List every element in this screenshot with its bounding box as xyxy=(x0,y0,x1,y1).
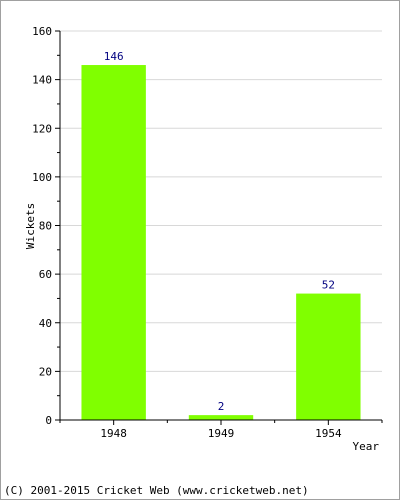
data-label: 2 xyxy=(218,400,225,413)
y-tick-label: 120 xyxy=(32,122,52,135)
data-label: 146 xyxy=(104,50,124,63)
bar-1954 xyxy=(296,293,361,420)
x-tick-label: 1949 xyxy=(208,427,235,440)
copyright-footer: (C) 2001-2015 Cricket Web (www.cricketwe… xyxy=(4,484,309,497)
y-axis-title: Wickets xyxy=(24,203,37,249)
y-tick-label: 100 xyxy=(32,171,52,184)
bars xyxy=(81,65,361,420)
x-axis-ticks: 1948 1949 1954 xyxy=(59,420,383,440)
bar-1948 xyxy=(81,65,146,420)
y-tick-label: 160 xyxy=(32,25,52,38)
x-axis-title: Year xyxy=(353,440,380,453)
y-tick-label: 0 xyxy=(45,414,52,427)
data-label: 52 xyxy=(322,279,335,292)
x-tick-label: 1948 xyxy=(100,427,127,440)
y-axis-ticks: 0 20 40 60 80 100 120 140 160 xyxy=(32,25,60,427)
y-tick-label: 40 xyxy=(39,317,52,330)
x-tick-label: 1954 xyxy=(315,427,342,440)
data-labels: 146 2 52 xyxy=(104,50,335,413)
y-tick-label: 140 xyxy=(32,74,52,87)
y-tick-label: 60 xyxy=(39,268,52,281)
bar-1949 xyxy=(188,415,254,420)
y-tick-label: 20 xyxy=(39,365,52,378)
bar-chart: 0 20 40 60 80 100 120 140 160 1948 1949 1954 146 2 5… xyxy=(24,25,383,453)
y-tick-label: 80 xyxy=(39,220,52,233)
